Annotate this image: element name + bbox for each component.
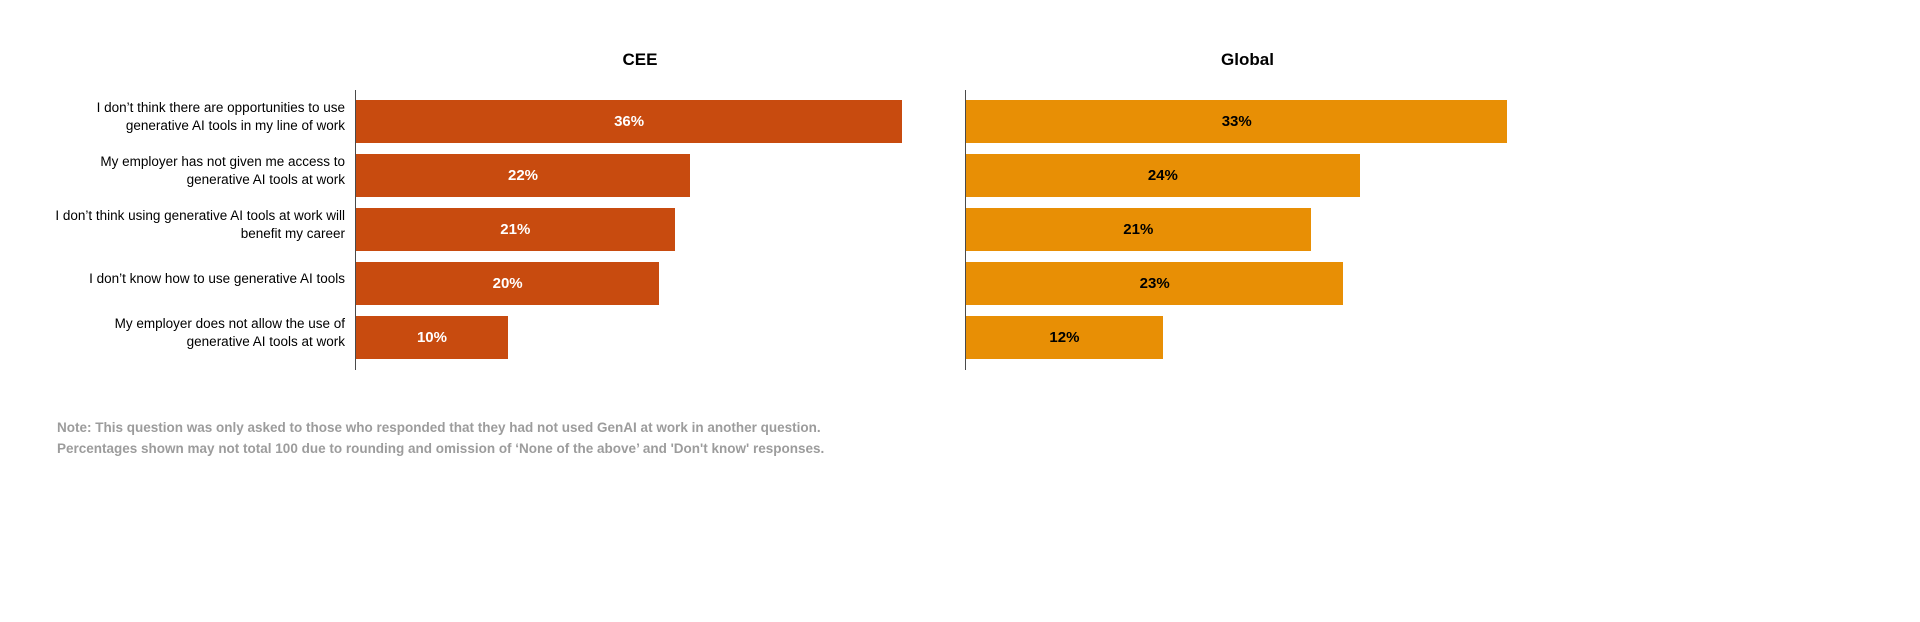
bars-cee: 36% 22% 21% 20% 10% (355, 90, 925, 370)
bar-row: 20% (356, 256, 925, 310)
bar-global: 21% (966, 207, 1311, 251)
bar-cee: 22% (356, 153, 690, 197)
category-label: I don’t think using generative AI tools … (55, 207, 345, 241)
bar-global: 24% (966, 153, 1360, 197)
bar-global: 23% (966, 261, 1344, 305)
charts-area: I don’t think there are opportunities to… (55, 50, 1530, 370)
bar-global: 12% (966, 315, 1163, 359)
bar-row: 24% (966, 148, 1530, 202)
bar-row: 10% (356, 310, 925, 364)
footnote-line-2: Percentages shown may not total 100 due … (57, 440, 825, 456)
bar-cee: 21% (356, 207, 675, 251)
footnote: Note: This question was only asked to th… (57, 418, 1920, 460)
footnote-line-1: Note: This question was only asked to th… (57, 420, 821, 435)
bar-cee: 20% (356, 261, 660, 305)
bar-row: 12% (966, 310, 1530, 364)
bar-row: 21% (356, 202, 925, 256)
chart-global: Global 33% 24% 21% 23% 12% (965, 50, 1530, 370)
category-label: I don’t know how to use generative AI to… (89, 270, 345, 286)
bar-cee: 10% (356, 315, 508, 359)
category-label: My employer does not allow the use of ge… (114, 315, 345, 349)
category-label: My employer has not given me access to g… (100, 153, 345, 187)
bar-row: 23% (966, 256, 1530, 310)
chart-cee: CEE 36% 22% 21% 20% 10% (355, 50, 925, 370)
bar-row: 21% (966, 202, 1530, 256)
bar-cee: 36% (356, 99, 903, 143)
category-label: I don’t think there are opportunities to… (96, 99, 345, 133)
bar-global: 33% (966, 99, 1508, 143)
bar-row: 22% (356, 148, 925, 202)
chart-title-global: Global (1221, 50, 1274, 69)
bar-row: 33% (966, 94, 1530, 148)
category-labels: I don’t think there are opportunities to… (55, 50, 355, 360)
bar-row: 36% (356, 94, 925, 148)
bars-global: 33% 24% 21% 23% 12% (965, 90, 1530, 370)
chart-title-cee: CEE (622, 50, 658, 69)
